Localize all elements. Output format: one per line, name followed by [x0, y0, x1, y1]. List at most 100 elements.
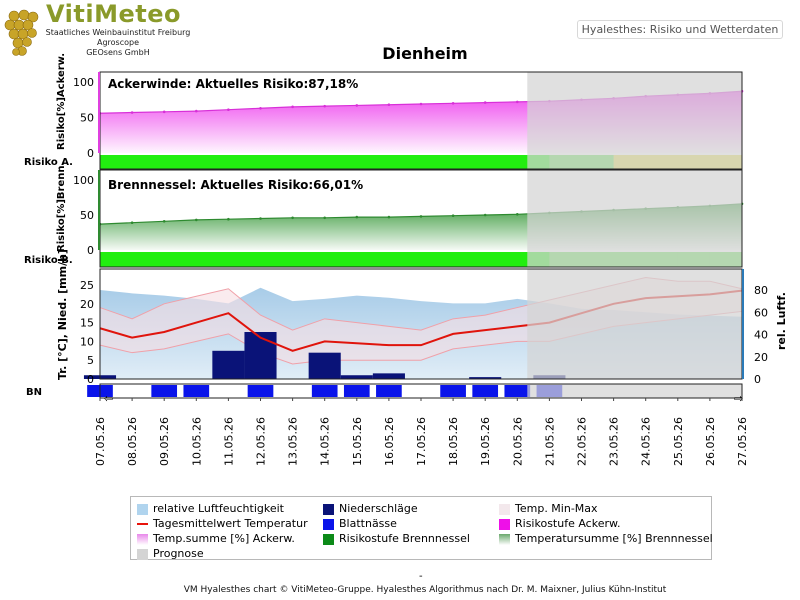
ackerwinde-risk-bar-segment — [260, 155, 294, 169]
ackerwinde-tempsum-point — [355, 104, 359, 107]
footer-credit: VM Hyalesthes chart © VitiMeteo-Gruppe. … — [183, 585, 667, 595]
date-tick-label: 15.05.26 — [351, 417, 364, 466]
weather-ytick-left: 5 — [87, 354, 94, 367]
ackerwinde-risk-bar-segment — [292, 155, 326, 169]
chart-legend: relative Luftfeuchtigkeit Niederschläge Te… — [130, 496, 713, 560]
date-tick-label: 07.05.26 — [94, 417, 107, 466]
date-tick-label: 20.05.26 — [511, 417, 524, 466]
weather-ytick-left: 15 — [80, 317, 94, 330]
date-tick-label: 11.05.26 — [222, 417, 235, 466]
legend-swatch — [499, 534, 510, 545]
weather-ytick-left: 10 — [80, 335, 94, 348]
weather-ytick-left: 25 — [80, 279, 94, 292]
leaf-wetness-block — [504, 385, 531, 397]
logo-line-agroscope: Agroscope — [96, 38, 140, 47]
precip-bar — [244, 332, 277, 379]
brennnessel-tempsum-point — [483, 213, 487, 217]
legend-label: Blattnässe — [339, 517, 397, 530]
date-tick-label: 14.05.26 — [319, 417, 332, 466]
chart-title: Dienheim — [382, 44, 468, 63]
brennnessel-tempsum-point — [355, 215, 359, 219]
brennnessel-risk-bar-segment — [421, 252, 454, 267]
precip-bar — [340, 375, 373, 379]
weather-ytick-right: 20 — [754, 351, 768, 364]
date-tick-label: 13.05.26 — [287, 417, 300, 466]
brennnessel-risk-bar-segment — [356, 252, 390, 267]
precip-bar — [469, 377, 502, 379]
date-tick-label: 26.05.26 — [704, 417, 717, 466]
date-tick-label: 21.05.26 — [543, 417, 556, 466]
legend-swatch — [323, 534, 334, 545]
scroll-left-icon: ⇦ — [104, 392, 113, 405]
date-tick-label: 08.05.26 — [126, 417, 139, 466]
leaf-wetness-block — [311, 385, 338, 397]
ackerwinde-risk-text: Ackerwinde: Aktuelles Risiko:87,18% — [108, 77, 358, 91]
brennnessel-tempsum-point — [259, 217, 262, 220]
ackerwinde-ytick-label: 50 — [80, 112, 94, 125]
ackerwinde-tempsum-point — [419, 102, 423, 106]
brennnessel-tempsum-point — [195, 218, 198, 222]
date-tick-label: 17.05.26 — [415, 417, 428, 466]
date-tick-label: 10.05.26 — [190, 417, 203, 466]
brennnessel-risk-bar-segment — [196, 252, 229, 267]
brennnessel-risk-bar-segment — [228, 252, 261, 267]
legend-swatch — [137, 534, 148, 545]
footer-dash: - — [419, 571, 423, 582]
leaf-wetness-row-label: BN — [26, 387, 42, 398]
weather-ylabel-right: rel. Luftf. — [775, 292, 788, 350]
ackerwinde-tempsum-point — [387, 103, 391, 107]
leaf-wetness-block — [247, 385, 274, 397]
brennnessel-tempsum-point — [451, 214, 455, 217]
prognose-overlay — [527, 384, 742, 398]
leaf-wetness-block — [343, 385, 370, 397]
brennnessel-ytick-label: 0 — [87, 244, 94, 257]
legend-swatch — [499, 519, 510, 530]
ackerwinde-tempsum-point — [195, 109, 198, 113]
prognose-overlay — [527, 269, 742, 379]
weather-ytick-right: 0 — [754, 373, 761, 386]
weather-ytick-right: 80 — [754, 284, 768, 297]
ackerwinde-ytick-label: 0 — [87, 147, 94, 160]
ackerwinde-tempsum-point — [323, 104, 327, 108]
grape-logo-icon — [4, 9, 39, 56]
ackerwinde-risk-bar-segment — [196, 155, 229, 169]
ackerwinde-ytick-label: 100 — [73, 76, 94, 89]
brennnessel-risk-text: Brennnessel: Aktuelles Risiko:66,01% — [108, 178, 363, 192]
hyalesthes-chart: Ackerwinde: Aktuelles Risiko:87,18% Brenn… — [24, 53, 788, 466]
brennnessel-tempsum-point — [516, 213, 519, 216]
ackerwinde-risk-bar-segment — [421, 155, 454, 169]
leaf-wetness-block — [376, 385, 402, 397]
leaf-wetness-block — [151, 385, 178, 397]
date-tick-label: 25.05.26 — [672, 417, 685, 466]
logo-line-institute: Staatliches Weinbauinstitut Freiburg — [45, 28, 191, 37]
weather-ytick-right: 40 — [754, 329, 768, 342]
ackerwinde-tempsum-point — [227, 108, 230, 111]
logo-title: VitiMeteo — [46, 0, 181, 28]
brennnessel-tempsum-point — [130, 221, 134, 224]
date-tick-label: 16.05.26 — [383, 417, 396, 466]
precip-bar — [372, 373, 405, 379]
ackerwinde-risk-bar-segment — [164, 155, 197, 169]
brennnessel-risk-bar-segment — [485, 252, 518, 267]
brennnessel-risk-bar-segment — [100, 252, 133, 267]
weather-ytick-left: 0 — [87, 373, 94, 386]
legend-swatch — [323, 519, 334, 530]
ackerwinde-tempsum-point — [291, 105, 294, 109]
brennnessel-risk-bar-segment — [260, 252, 294, 267]
ackerwinde-risk-bar-segment — [324, 155, 358, 169]
ackerwinde-risk-bar-segment — [132, 155, 165, 169]
legend-swatch — [323, 504, 334, 515]
date-tick-label: 27.05.26 — [736, 417, 749, 466]
brennnessel-risk-bar-segment — [164, 252, 197, 267]
brennnessel-risk-bar-segment — [324, 252, 358, 267]
ackerwinde-ylabel: Risiko[%]Ackerw. — [56, 53, 67, 150]
logo-line-geosens: GEOsens GmbH — [86, 48, 150, 57]
weather-ytick-right: 60 — [754, 306, 768, 319]
legend-label: Temperatursumme [%] Brennnessel — [515, 532, 713, 545]
brennnessel-risk-bar-segment — [132, 252, 165, 267]
legend-label: Risikostufe Ackerw. — [515, 517, 621, 530]
date-tick-label: 18.05.26 — [447, 417, 460, 466]
brennnessel-risk-bar-segment — [453, 252, 486, 267]
scroll-right-icon: ⇨ — [734, 392, 743, 405]
brennnessel-row-label: Risiko B. — [24, 255, 73, 266]
